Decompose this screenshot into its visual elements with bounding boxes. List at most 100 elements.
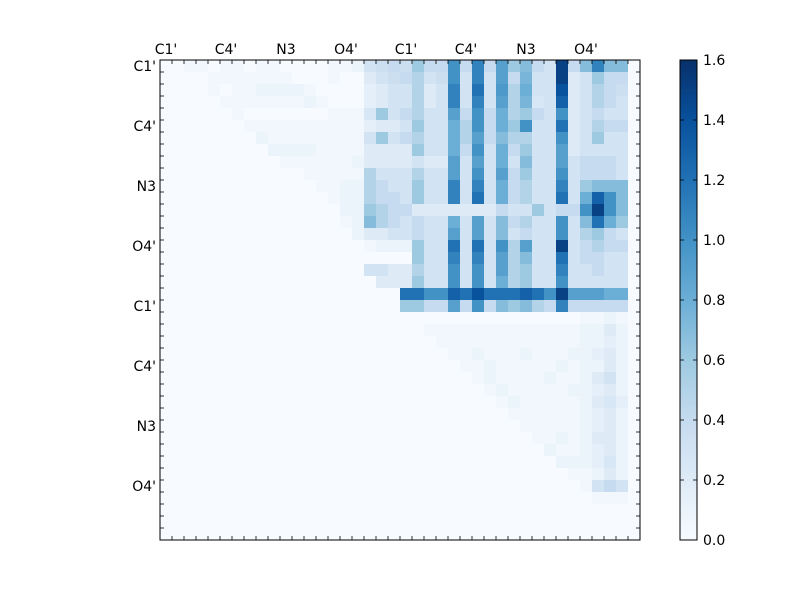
- heatmap-cell: [292, 276, 305, 289]
- heatmap-cell: [484, 336, 497, 349]
- heatmap-cell: [628, 156, 641, 169]
- heatmap-cell: [628, 480, 641, 493]
- heatmap-cell: [508, 444, 521, 457]
- heatmap-cell: [628, 192, 641, 205]
- heatmap-cell: [568, 84, 581, 97]
- heatmap-cell: [424, 288, 437, 301]
- heatmap-cell: [304, 132, 317, 145]
- heatmap-cell: [616, 216, 629, 229]
- heatmap-cell: [196, 372, 209, 385]
- heatmap-cell: [556, 228, 569, 241]
- heatmap-cell: [256, 384, 269, 397]
- heatmap-cell: [304, 276, 317, 289]
- heatmap-cell: [328, 336, 341, 349]
- heatmap-cell: [352, 372, 365, 385]
- heatmap-cell: [328, 480, 341, 493]
- heatmap-cell: [616, 84, 629, 97]
- heatmap-cell: [160, 312, 173, 325]
- heatmap-cell: [580, 384, 593, 397]
- heatmap-cell: [496, 408, 509, 421]
- heatmap-cell: [520, 288, 533, 301]
- heatmap-cell: [448, 144, 461, 157]
- heatmap-cell: [196, 528, 209, 541]
- heatmap-cell: [184, 312, 197, 325]
- heatmap-cell: [496, 276, 509, 289]
- heatmap-cell: [604, 492, 617, 505]
- heatmap-cell: [616, 108, 629, 121]
- heatmap-cell: [460, 180, 473, 193]
- heatmap-cell: [328, 360, 341, 373]
- colorbar-tick-label: 0.8: [703, 293, 725, 309]
- heatmap-cell: [412, 180, 425, 193]
- heatmap-cell: [292, 216, 305, 229]
- heatmap-cell: [328, 324, 341, 337]
- heatmap-cell: [208, 516, 221, 529]
- heatmap-cell: [436, 372, 449, 385]
- heatmap-cell: [544, 252, 557, 265]
- heatmap-cell: [472, 432, 485, 445]
- heatmap-cell: [244, 360, 257, 373]
- heatmap-cell: [280, 264, 293, 277]
- heatmap-cell: [328, 516, 341, 529]
- heatmap-cell: [568, 180, 581, 193]
- heatmap-cell: [220, 420, 233, 433]
- heatmap-cell: [400, 96, 413, 109]
- heatmap-cell: [532, 264, 545, 277]
- heatmap-cell: [592, 408, 605, 421]
- heatmap-cell: [568, 120, 581, 133]
- heatmap-cell: [244, 504, 257, 517]
- heatmap-cell: [160, 360, 173, 373]
- heatmap-cell: [628, 252, 641, 265]
- heatmap-cell: [568, 240, 581, 253]
- heatmap-cell: [436, 84, 449, 97]
- heatmap-cell: [244, 324, 257, 337]
- heatmap-cell: [520, 504, 533, 517]
- y-tick-label: N3: [137, 179, 156, 195]
- heatmap-cell: [556, 60, 569, 73]
- heatmap-cell: [616, 240, 629, 253]
- heatmap-cell: [316, 336, 329, 349]
- heatmap-cell: [340, 456, 353, 469]
- heatmap-cell: [352, 348, 365, 361]
- heatmap-cell: [496, 312, 509, 325]
- heatmap-cell: [364, 84, 377, 97]
- heatmap-cell: [160, 120, 173, 133]
- heatmap-cell: [376, 504, 389, 517]
- heatmap-cell: [628, 288, 641, 301]
- heatmap-cell: [364, 96, 377, 109]
- heatmap-cell: [340, 492, 353, 505]
- heatmap-cell: [400, 288, 413, 301]
- heatmap-cell: [592, 192, 605, 205]
- heatmap-cell: [340, 444, 353, 457]
- heatmap-cell: [556, 132, 569, 145]
- heatmap-cell: [244, 444, 257, 457]
- heatmap-cell: [184, 228, 197, 241]
- heatmap-cell: [472, 516, 485, 529]
- heatmap-cell: [616, 528, 629, 541]
- heatmap-cell: [532, 408, 545, 421]
- heatmap-cell: [208, 492, 221, 505]
- heatmap-cell: [520, 180, 533, 193]
- heatmap-cell: [472, 96, 485, 109]
- heatmap-cell: [580, 360, 593, 373]
- heatmap-cell: [604, 120, 617, 133]
- heatmap-cell: [520, 60, 533, 73]
- heatmap-cell: [580, 264, 593, 277]
- heatmap-cell: [208, 72, 221, 85]
- heatmap-cell: [244, 60, 257, 73]
- heatmap-cell: [268, 456, 281, 469]
- heatmap-cell: [196, 348, 209, 361]
- heatmap-cell: [256, 192, 269, 205]
- heatmap-cell: [376, 516, 389, 529]
- heatmap-cell: [196, 432, 209, 445]
- heatmap-cell: [496, 84, 509, 97]
- heatmap-cell: [412, 384, 425, 397]
- heatmap-cell: [196, 108, 209, 121]
- heatmap-cell: [268, 516, 281, 529]
- heatmap-cell: [172, 336, 185, 349]
- heatmap-cell: [508, 84, 521, 97]
- heatmap-cell: [352, 468, 365, 481]
- heatmap-cell: [352, 408, 365, 421]
- heatmap-cell: [400, 480, 413, 493]
